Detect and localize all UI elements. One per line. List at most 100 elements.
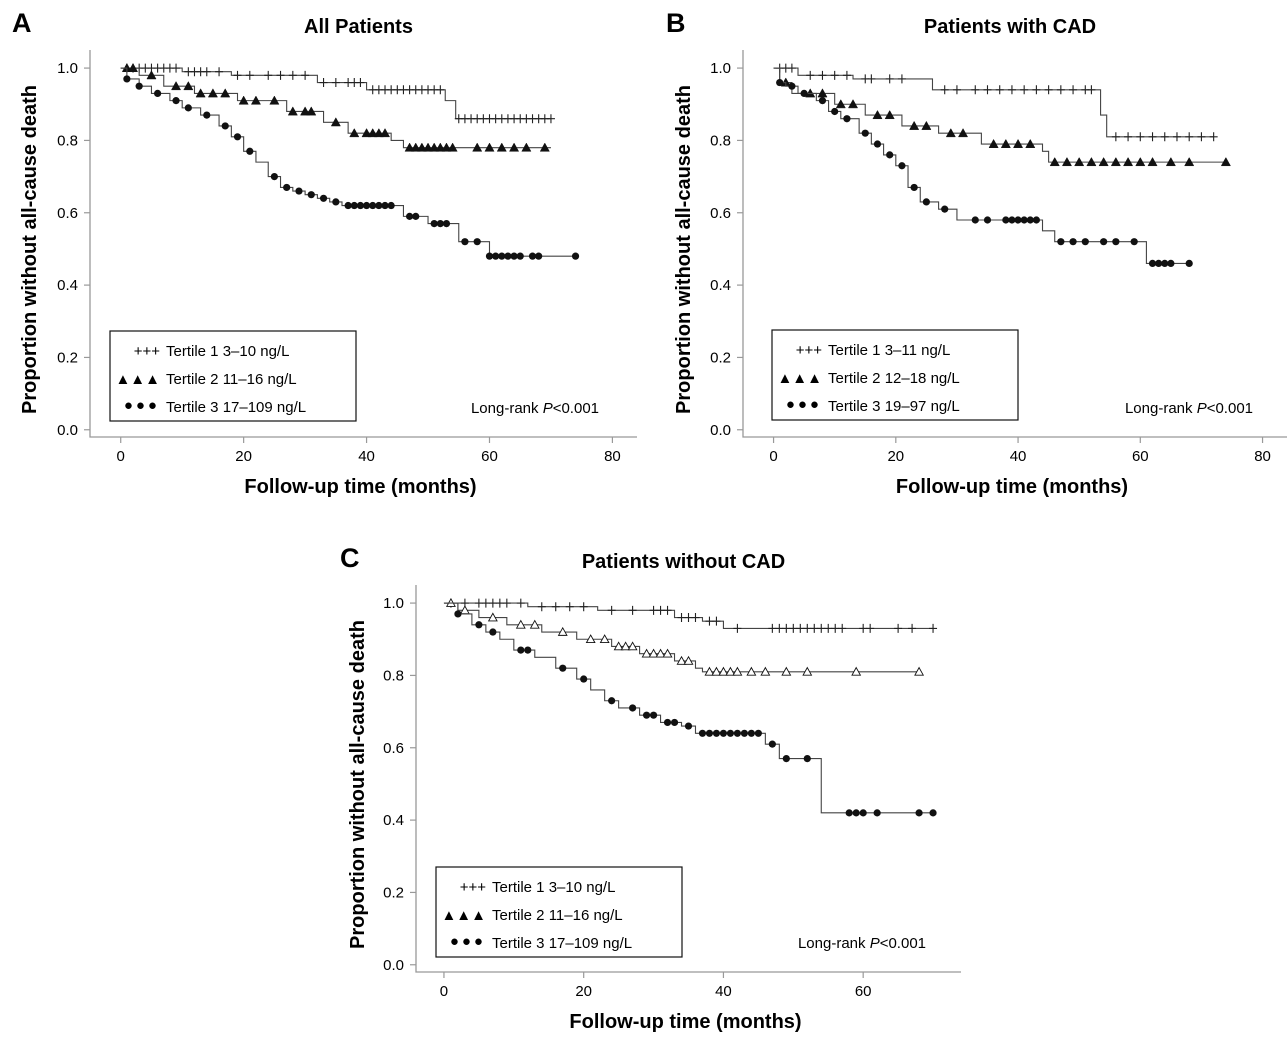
censor-mark — [732, 666, 743, 676]
censor-mark — [754, 729, 762, 737]
censor-mark — [608, 697, 616, 705]
censor-mark — [515, 619, 526, 629]
censor-mark — [747, 729, 755, 737]
censor-mark — [404, 142, 415, 152]
panel-letter: B — [666, 8, 686, 38]
censor-mark — [649, 605, 658, 615]
censor-mark — [1026, 216, 1034, 224]
censor-mark — [1057, 238, 1065, 246]
y-tick-label: 1.0 — [383, 595, 404, 612]
censor-mark — [1185, 259, 1193, 267]
censor-mark — [995, 85, 1004, 95]
censor-mark — [711, 666, 722, 676]
censor-mark — [1135, 157, 1146, 167]
censor-mark — [319, 194, 328, 202]
y-tick-label: 0.0 — [710, 422, 731, 439]
series-2 — [120, 62, 551, 152]
censor-mark — [349, 128, 360, 138]
censor-mark — [123, 75, 131, 83]
censor-mark — [929, 623, 938, 633]
censor-mark — [416, 142, 427, 152]
censor-mark — [719, 729, 728, 737]
legend-label: Tertile 1 3–10 ng/L — [166, 343, 289, 360]
censor-mark — [461, 238, 469, 246]
axis-lines — [89, 50, 637, 438]
censor-mark — [789, 623, 798, 633]
censor-mark — [183, 81, 194, 91]
censor-mark — [670, 718, 679, 727]
x-axis-label: Follow-up time (months) — [244, 476, 476, 498]
y-tick-label: 0.2 — [710, 349, 731, 366]
censor-mark — [369, 201, 377, 210]
censor-mark — [375, 201, 383, 210]
censor-mark — [921, 120, 932, 130]
chart-title: All Patients — [304, 16, 413, 38]
y-tick-label: 1.0 — [710, 60, 731, 77]
legend-label: Tertile 2 11–16 ng/L — [492, 907, 623, 924]
censor-mark — [1007, 85, 1016, 95]
survival-curve — [773, 67, 1214, 138]
censor-mark — [250, 95, 261, 105]
censor-mark — [579, 602, 588, 612]
censor-mark — [983, 216, 992, 224]
censor-mark — [246, 147, 254, 155]
censor-mark — [1049, 157, 1060, 167]
chart-title: Patients with CAD — [924, 16, 1096, 38]
censor-mark — [332, 198, 340, 206]
censor-mark — [516, 252, 524, 260]
x-tick-label: 80 — [1254, 448, 1271, 465]
censor-mark — [537, 602, 546, 612]
x-tick-label: 20 — [235, 448, 252, 465]
censor-mark — [207, 88, 218, 98]
y-tick-label: 0.0 — [383, 957, 404, 974]
censor-mark — [818, 97, 827, 105]
censor-mark — [648, 648, 659, 658]
censor-mark — [442, 220, 451, 228]
censor-mark — [1086, 157, 1097, 167]
censor-mark — [485, 252, 494, 260]
censor-mark — [620, 641, 631, 651]
series-3 — [120, 67, 580, 260]
censor-mark — [381, 201, 389, 210]
x-tick-label: 60 — [855, 983, 872, 1000]
y-axis-label: Proportion without all-cause death — [347, 620, 369, 949]
censor-mark — [867, 74, 876, 84]
censor-mark — [768, 740, 776, 748]
censor-mark — [319, 78, 328, 88]
legend-label: Tertile 3 17–109 ng/L — [492, 935, 632, 952]
x-tick-label: 40 — [358, 448, 375, 465]
censor-mark — [270, 172, 278, 181]
censor-mark — [344, 201, 352, 210]
legend-marker: ●●● — [786, 396, 822, 413]
censor-mark — [940, 85, 949, 95]
censor-mark — [872, 109, 883, 120]
censor-mark — [803, 623, 812, 633]
censor-mark — [233, 133, 242, 141]
censor-mark — [760, 666, 771, 676]
legend-marker: +++ — [796, 342, 823, 359]
censor-mark — [489, 628, 497, 636]
censor-mark — [628, 605, 637, 615]
y-tick-label: 0.4 — [710, 277, 731, 294]
censor-mark — [571, 252, 580, 260]
censor-mark — [656, 605, 665, 615]
y-tick-label: 0.2 — [57, 349, 78, 366]
legend-label: Tertile 3 17–109 ng/L — [166, 399, 306, 416]
censor-mark — [559, 664, 567, 672]
censor-mark — [1220, 157, 1231, 167]
censor-mark — [922, 198, 930, 206]
censor-mark — [356, 201, 365, 210]
censor-mark — [845, 809, 853, 817]
censor-mark — [220, 88, 231, 98]
censor-mark — [909, 120, 920, 130]
censor-mark — [1014, 216, 1022, 224]
censor-mark — [884, 109, 895, 120]
censor-mark — [481, 598, 490, 608]
panel-b: B Patients with CAD 0.0 0.2 0.4 0.6 0.8 1.0 0 20 4… — [0, 0, 1287, 520]
x-tick-label: 80 — [604, 448, 621, 465]
censor-mark — [528, 252, 537, 260]
censor-mark — [202, 67, 211, 77]
censor-mark — [331, 78, 340, 88]
censor-mark — [817, 623, 826, 633]
censor-mark — [510, 252, 518, 260]
